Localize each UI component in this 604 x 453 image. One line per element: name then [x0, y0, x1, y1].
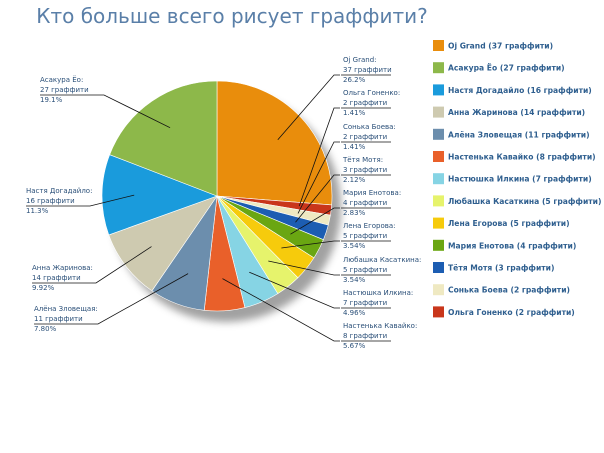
callout-line	[92, 246, 152, 284]
legend-swatch	[433, 239, 444, 251]
legend-label: Любашка Касаткина (5 граффити)	[448, 197, 601, 206]
callout-label: Анна Жаринова: 14 граффити 9.92%	[32, 264, 93, 292]
legend-item-настюшка-илкина[interactable]: Настюшка Илкина (7 граффити)	[433, 173, 592, 185]
callout-label: Асакура Ёо: 27 граффити 19.1%	[40, 75, 89, 104]
legend-label: Мария Енотова (4 граффити)	[448, 241, 576, 250]
legend-swatch	[433, 106, 444, 118]
legend-label: Сонька Боева (2 граффити)	[448, 286, 570, 295]
legend-label: Тётя Мотя (3 граффити)	[448, 264, 554, 273]
callout-line	[290, 207, 340, 235]
callout-настенька-кавайко: Настенька Кавайко: 8 граффити 5.67%	[222, 278, 417, 350]
legend-item-алёна-зловещая[interactable]: Алёна Зловещая (11 граффити)	[433, 128, 590, 140]
callout-label: Тётя Мотя: 3 граффити 2.12%	[342, 156, 387, 184]
legend-item-лена-егорова[interactable]: Лена Егорова (5 граффити)	[433, 217, 570, 229]
legend-label: Анна Жаринова (14 граффити)	[448, 108, 585, 117]
legend-swatch	[433, 62, 444, 74]
callout-line	[222, 278, 340, 342]
legend-swatch	[433, 195, 444, 207]
legend-swatch	[433, 128, 444, 140]
legend-label: Настюшка Илкина (7 граффити)	[448, 175, 592, 184]
callout-label: Алёна Зловещая: 11 граффити 7.80%	[34, 305, 98, 333]
callout-алёна-зловещая: Алёна Зловещая: 11 граффити 7.80%	[34, 273, 189, 333]
callout-анна-жаринова: Анна Жаринова: 14 граффити 9.92%	[32, 246, 152, 292]
callout-label: Настюшка Илкина: 7 граффити 4.96%	[343, 289, 413, 317]
legend-item-ольга-гоненко[interactable]: Ольга Гоненко (2 граффити)	[433, 306, 575, 318]
callout-line	[86, 194, 135, 207]
pie-slice-oj-grand[interactable]	[216, 80, 333, 206]
callout-line	[268, 260, 340, 276]
callout-line	[277, 74, 340, 141]
legend-label: Настенька Кавайко (8 граффити)	[448, 153, 596, 162]
legend-item-асакура-ёо[interactable]: Асакура Ёо (27 граффити)	[433, 62, 565, 74]
legend-label: Алёна Зловещая (11 граффити)	[448, 130, 590, 139]
pie-slice-настя-догадайло[interactable]	[101, 154, 218, 236]
legend-item-настенька-кавайко[interactable]: Настенька Кавайко (8 граффити)	[433, 151, 596, 162]
callout-тётя-мотя: Тётя Мотя: 3 граффити 2.12%	[295, 156, 391, 223]
callout-label: Мария Енотова: 4 граффити 2.83%	[343, 189, 401, 217]
callout-line	[297, 141, 340, 214]
pie-slice-асакура-ёо[interactable]	[109, 80, 218, 197]
legend-item-любашка-касаткина[interactable]: Любашка Касаткина (5 граффити)	[433, 195, 601, 207]
callout-label: Лена Егорова: 5 граффити 3.54%	[343, 222, 396, 250]
callout-line	[249, 271, 340, 309]
legend-swatch	[433, 84, 444, 96]
callout-мария-енотова: Мария Енотова: 4 граффити 2.83%	[290, 189, 401, 235]
callout-label: Настя Догадайло: 16 граффити 11.3%	[26, 187, 92, 215]
callout-line	[295, 174, 340, 223]
callout-line	[94, 273, 189, 325]
legend-item-настя-догадайло[interactable]: Настя Догадайло (16 граффити)	[433, 84, 592, 96]
callout-oj-grand: Oj Grand: 37 граффити 26.2%	[277, 56, 392, 141]
callout-ольга-гоненко: Ольга Гоненко: 2 граффити 1.41%	[298, 89, 400, 207]
legend-swatch	[433, 217, 444, 229]
callout-label: Ольга Гоненко: 2 граффити 1.41%	[343, 89, 400, 117]
legend-label: Настя Догадайло (16 граффити)	[448, 86, 592, 95]
legend-item-тётя-мотя[interactable]: Тётя Мотя (3 граффити)	[433, 262, 554, 273]
legend-swatch	[433, 40, 444, 51]
chart-title: Кто больше всего рисует граффити?	[36, 4, 428, 28]
callout-сонька-боева: Сонька Боева: 2 граффити 1.41%	[297, 123, 396, 214]
legend-item-мария-енотова[interactable]: Мария Енотова (4 граффити)	[433, 239, 576, 251]
callout-любашка-касаткина: Любашка Касаткина: 5 граффити 3.54%	[268, 256, 421, 284]
callout-лена-егорова: Лена Егорова: 5 граффити 3.54%	[281, 222, 396, 250]
pie-slice-анна-жаринова[interactable]	[108, 195, 218, 292]
callout-label: Сонька Боева: 2 граффити 1.41%	[343, 123, 396, 151]
legend-swatch	[433, 306, 444, 318]
legend-swatch	[433, 151, 444, 162]
legend-swatch	[433, 262, 444, 273]
legend-swatch	[433, 173, 444, 185]
legend-label: Oj Grand (37 граффити)	[448, 42, 553, 51]
legend-swatch	[433, 284, 444, 296]
callout-label: Настенька Кавайко: 8 граффити 5.67%	[343, 322, 417, 350]
callout-line	[100, 94, 171, 129]
callout-line	[298, 107, 340, 207]
callout-label: Oj Grand: 37 граффити 26.2%	[343, 56, 392, 84]
callout-настюшка-илкина: Настюшка Илкина: 7 граффити 4.96%	[249, 271, 413, 317]
callout-асакура-ёо: Асакура Ёо: 27 граффити 19.1%	[40, 75, 171, 129]
callout-line	[281, 240, 340, 249]
legend-item-анна-жаринова[interactable]: Анна Жаринова (14 граффити)	[433, 106, 585, 118]
callout-настя-догадайло: Настя Догадайло: 16 граффити 11.3%	[26, 187, 135, 215]
legend-item-oj-grand[interactable]: Oj Grand (37 граффити)	[433, 40, 553, 51]
legend-label: Лена Егорова (5 граффити)	[448, 219, 570, 228]
legend-label: Ольга Гоненко (2 граффити)	[448, 308, 575, 317]
legend-item-сонька-боева[interactable]: Сонька Боева (2 граффити)	[433, 284, 570, 296]
legend-label: Асакура Ёо (27 граффити)	[448, 64, 565, 73]
callout-label: Любашка Касаткина: 5 граффити 3.54%	[343, 256, 421, 284]
